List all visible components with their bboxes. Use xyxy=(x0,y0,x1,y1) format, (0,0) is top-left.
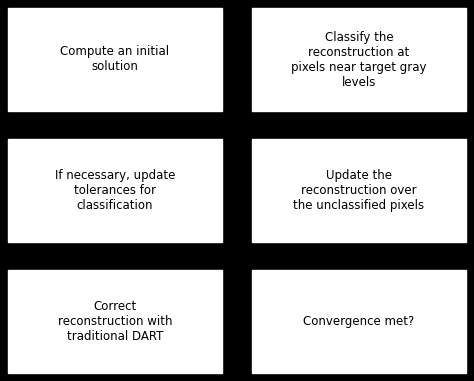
Text: Classify the
reconstruction at
pixels near target gray
levels: Classify the reconstruction at pixels ne… xyxy=(291,30,427,88)
Text: Update the
reconstruction over
the unclassified pixels: Update the reconstruction over the uncla… xyxy=(293,169,425,212)
FancyBboxPatch shape xyxy=(252,270,466,373)
Text: Compute an initial
solution: Compute an initial solution xyxy=(61,45,170,74)
FancyBboxPatch shape xyxy=(252,8,466,111)
Text: Convergence met?: Convergence met? xyxy=(303,315,415,328)
FancyBboxPatch shape xyxy=(252,139,466,242)
Text: If necessary, update
tolerances for
classification: If necessary, update tolerances for clas… xyxy=(55,169,175,212)
FancyBboxPatch shape xyxy=(8,270,222,373)
FancyBboxPatch shape xyxy=(8,8,222,111)
FancyBboxPatch shape xyxy=(8,139,222,242)
Text: Correct
reconstruction with
traditional DART: Correct reconstruction with traditional … xyxy=(58,300,172,343)
